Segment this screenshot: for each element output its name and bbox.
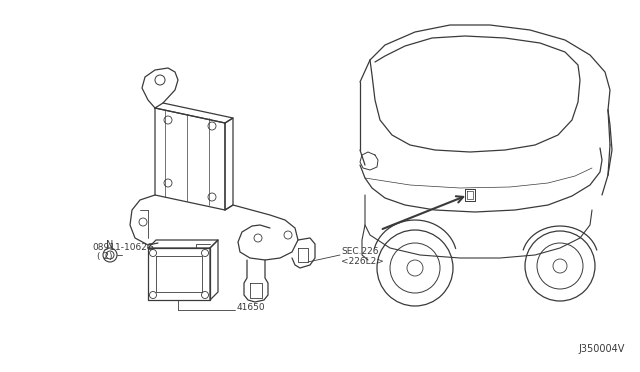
Text: N: N [106, 240, 114, 250]
Text: 41650: 41650 [237, 304, 266, 312]
Text: SEC.226: SEC.226 [341, 247, 378, 257]
Text: J350004V: J350004V [579, 344, 625, 354]
Text: ( 2): ( 2) [97, 253, 113, 262]
Text: <226L2>: <226L2> [341, 257, 384, 266]
Text: 08911-1062G: 08911-1062G [92, 243, 154, 251]
